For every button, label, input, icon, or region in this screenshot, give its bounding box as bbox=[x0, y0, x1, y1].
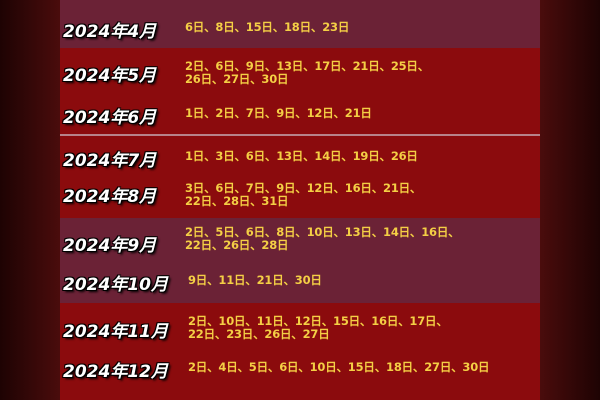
band-sept-oct bbox=[60, 218, 540, 303]
month-label: 2024年9月 bbox=[63, 236, 157, 256]
date-list: 9日、11日、21日、30日 bbox=[188, 273, 322, 287]
month-label: 2024年7月 bbox=[63, 151, 157, 171]
month-label: 2024年4月 bbox=[63, 22, 157, 42]
calendar-table: 2024年4月 6日、8日、15日、18日、23日 2024年5月 2日、6日、… bbox=[60, 0, 540, 400]
date-list: 1日、3日、6日、13日、14日、19日、26日 bbox=[185, 149, 418, 163]
band-april bbox=[60, 0, 540, 48]
date-list: 1日、2日、7日、9日、12日、21日 bbox=[185, 106, 372, 120]
month-label: 2024年5月 bbox=[63, 66, 157, 86]
date-list: 2日、5日、6日、8日、10日、13日、14日、16日、 22日、26日、28日 bbox=[185, 225, 460, 252]
date-list: 3日、6日、7日、9日、12日、16日、21日、 22日、28日、31日 bbox=[185, 181, 422, 208]
month-label: 2024年8月 bbox=[63, 187, 157, 207]
band-nov-dec bbox=[60, 303, 540, 400]
divider bbox=[60, 134, 540, 136]
band-may-june bbox=[60, 48, 540, 135]
right-border bbox=[540, 0, 600, 400]
band-july-august bbox=[60, 136, 540, 218]
date-list: 6日、8日、15日、18日、23日 bbox=[185, 20, 350, 34]
date-list: 2日、10日、11日、12日、15日、16日、17日、 22日、23日、26日、… bbox=[188, 314, 448, 341]
month-label: 2024年6月 bbox=[63, 108, 157, 128]
month-label: 2024年10月 bbox=[63, 275, 168, 295]
left-border bbox=[0, 0, 60, 400]
month-label: 2024年11月 bbox=[63, 322, 168, 342]
month-label: 2024年12月 bbox=[63, 362, 168, 382]
date-list: 2日、6日、9日、13日、17日、21日、25日、 26日、27日、30日 bbox=[185, 59, 430, 86]
date-list: 2日、4日、5日、6日、10日、15日、18日、27日、30日 bbox=[188, 360, 490, 374]
